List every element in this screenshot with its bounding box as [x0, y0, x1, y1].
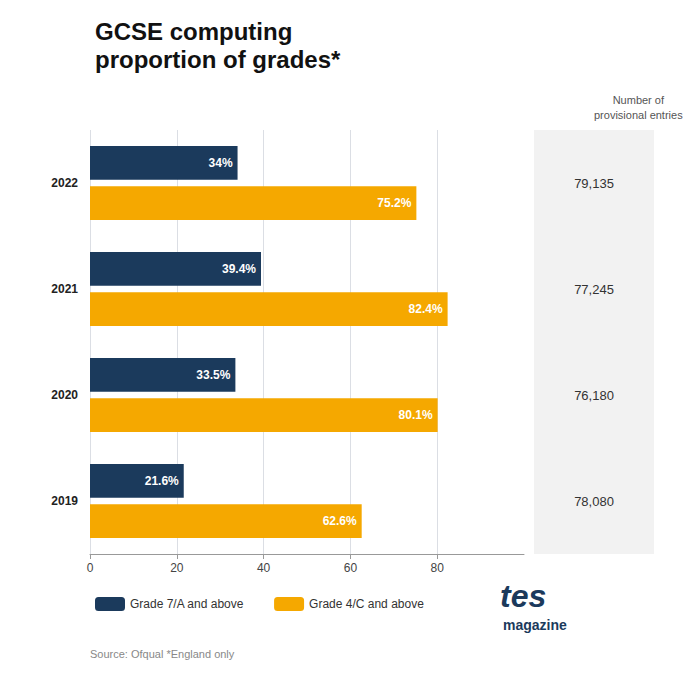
- svg-text:Source: Ofqual *England only: Source: Ofqual *England only: [90, 648, 235, 660]
- svg-text:78,080: 78,080: [574, 494, 614, 509]
- svg-text:76,180: 76,180: [574, 388, 614, 403]
- svg-text:60: 60: [344, 561, 358, 575]
- svg-text:Grade 7/A and above: Grade 7/A and above: [130, 597, 244, 611]
- svg-text:magazine: magazine: [503, 617, 567, 633]
- svg-text:0: 0: [87, 561, 94, 575]
- svg-text:80.1%: 80.1%: [399, 408, 433, 422]
- svg-text:provisional entries: provisional entries: [594, 109, 683, 121]
- svg-text:GCSE computing: GCSE computing: [95, 18, 292, 45]
- svg-text:2020: 2020: [51, 388, 78, 402]
- svg-text:tes: tes: [500, 578, 546, 614]
- svg-text:2021: 2021: [51, 282, 78, 296]
- svg-text:34%: 34%: [209, 156, 233, 170]
- svg-text:Grade 4/C and above: Grade 4/C and above: [309, 597, 424, 611]
- svg-text:75.2%: 75.2%: [377, 196, 411, 210]
- svg-text:Number of: Number of: [613, 94, 665, 106]
- svg-text:2019: 2019: [51, 494, 78, 508]
- svg-text:82.4%: 82.4%: [409, 302, 443, 316]
- svg-text:33.5%: 33.5%: [196, 368, 230, 382]
- svg-text:77,245: 77,245: [574, 282, 614, 297]
- svg-text:80: 80: [431, 561, 445, 575]
- svg-text:40: 40: [257, 561, 271, 575]
- svg-text:2022: 2022: [51, 176, 78, 190]
- svg-text:20: 20: [170, 561, 184, 575]
- svg-text:proportion of grades*: proportion of grades*: [95, 46, 341, 73]
- svg-text:21.6%: 21.6%: [145, 474, 179, 488]
- svg-text:62.6%: 62.6%: [323, 514, 357, 528]
- svg-text:39.4%: 39.4%: [222, 262, 256, 276]
- svg-text:79,135: 79,135: [574, 176, 614, 191]
